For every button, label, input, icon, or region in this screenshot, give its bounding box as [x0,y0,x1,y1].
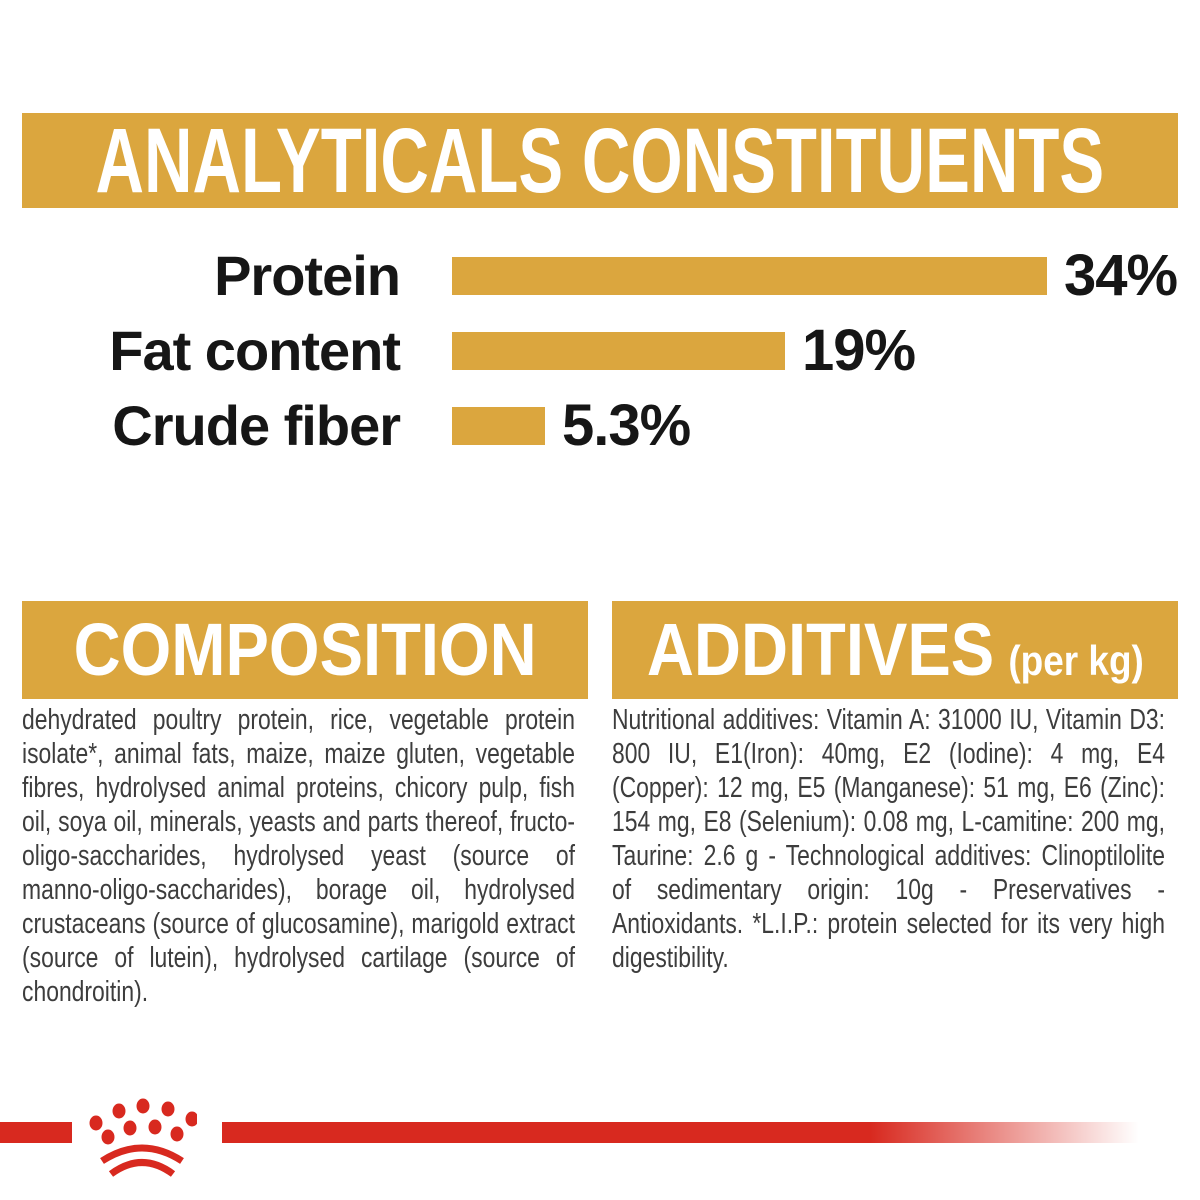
composition-body: dehydrated poultry protein, rice, vegeta… [22,704,575,1008]
chart-row-fat-content: Fat content 19% [0,318,1200,383]
chart-row-protein: Protein 34% [0,243,1200,308]
brand-band-right [222,1122,1148,1143]
additives-body: Nutritional additives: Vitamin A: 31000 … [612,704,1165,974]
analyticals-title: ANALYTICALS CONSTITUENTS [95,109,1105,212]
bar-label-fat-content: Fat content [109,319,401,382]
analyticals-bar [452,257,1047,295]
brand-band-left [0,1122,72,1143]
bar-value-crude-fiber: 5.3% [562,393,691,458]
bar-value-fat-content: 19% [802,318,916,383]
composition-banner: COMPOSITION [22,601,588,699]
additives-title: ADDITIVES [646,608,994,691]
additives-title-suffix: (per kg) [1007,637,1144,684]
bar-value-protein: 34% [1064,243,1178,308]
bar-label-protein: Protein [214,244,401,307]
analyticals-banner: ANALYTICALS CONSTITUENTS [22,113,1178,208]
composition-title: COMPOSITION [73,608,537,691]
royal-canin-crown-icon [89,1098,197,1177]
bar-label-crude-fiber: Crude fiber [112,394,401,457]
analyticals-bar [452,332,785,370]
analyticals-chart: Protein 34% Fat content 19% Crude fiber … [0,243,1200,473]
additives-banner: ADDITIVES (per kg) [612,601,1178,699]
analyticals-bar [452,407,545,445]
chart-row-crude-fiber: Crude fiber 5.3% [0,393,1200,458]
